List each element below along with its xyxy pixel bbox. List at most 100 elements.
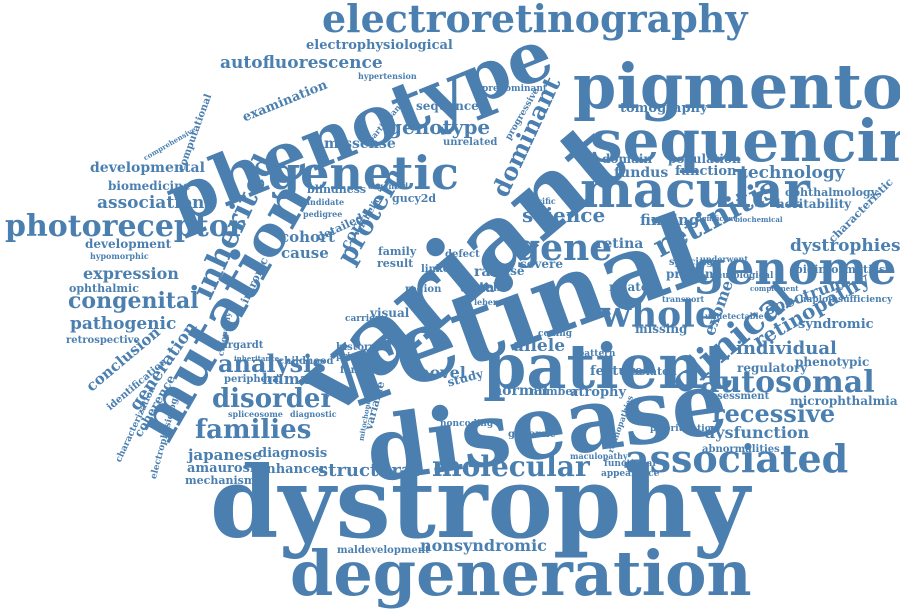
word-families: families bbox=[195, 415, 312, 445]
word-gene: gene bbox=[515, 227, 613, 269]
word-ophthalmic: ophthalmic bbox=[69, 282, 139, 295]
word-case: case bbox=[495, 264, 525, 278]
word-function: function bbox=[675, 164, 737, 179]
word-analysis: analysis bbox=[218, 349, 326, 378]
word-technology: technology bbox=[740, 163, 845, 183]
word-recessive: recessive bbox=[712, 399, 836, 428]
word-dystrophy: dystrophy bbox=[210, 446, 750, 561]
word-defect: defect bbox=[445, 249, 480, 260]
word-visual: visual bbox=[370, 306, 410, 320]
word-result: result bbox=[377, 257, 414, 270]
word-lebers: lebers bbox=[474, 297, 502, 307]
word-proband: proband bbox=[666, 267, 722, 281]
word-significant: significant bbox=[695, 214, 737, 223]
word-retrospective: retrospective bbox=[66, 335, 140, 346]
word-complement: complement bbox=[750, 284, 799, 293]
word-science: science bbox=[522, 203, 606, 227]
word-japanese: japanese bbox=[188, 446, 262, 464]
word-maculopathy: maculopathy bbox=[570, 451, 628, 461]
word-enhancer: enhancer bbox=[258, 462, 327, 477]
word-sequence: sequence bbox=[416, 99, 479, 113]
word-normal: normal bbox=[492, 383, 549, 399]
word-photoreceptor: photoreceptor bbox=[5, 209, 245, 244]
word-domain: domain bbox=[602, 152, 653, 166]
word-coding: coding bbox=[538, 329, 573, 339]
word-transport: transport bbox=[662, 294, 705, 304]
word-biomedicine: biomedicine bbox=[108, 179, 191, 193]
word-carrier: carrier bbox=[345, 314, 380, 324]
word-cause: cause bbox=[281, 244, 329, 262]
word-undetectable: undetectable bbox=[705, 311, 764, 321]
word-dystrophies: dystrophies bbox=[790, 236, 900, 256]
word-phenotypic: phenotypic bbox=[795, 355, 870, 369]
word-candidate: candidate bbox=[300, 197, 345, 207]
word-molecular: molecular bbox=[432, 450, 590, 483]
word-diagnosis: diagnosis bbox=[258, 446, 328, 461]
word-congenital: congenital bbox=[68, 288, 199, 314]
word-female: female bbox=[340, 365, 378, 376]
word-noncoding: noncoding bbox=[440, 419, 494, 429]
word-primary: primary bbox=[336, 352, 376, 362]
word-unrelated: unrelated bbox=[443, 137, 498, 148]
word-predominant: predominant bbox=[482, 84, 548, 94]
word-finding: finding bbox=[640, 211, 700, 229]
word-number: number bbox=[530, 385, 579, 398]
word-fundus: fundus bbox=[614, 165, 669, 181]
word-missense: missense bbox=[324, 136, 396, 152]
word-region: region bbox=[405, 284, 442, 295]
word-regulatory: regulatory bbox=[737, 361, 808, 375]
word-whole: whole bbox=[600, 294, 718, 336]
word-cohort: cohort bbox=[280, 228, 335, 246]
word-functional: functional bbox=[604, 459, 656, 469]
word-neurological: neurological bbox=[710, 271, 774, 281]
word-associated: associated bbox=[625, 436, 849, 481]
word-isolated: isolated bbox=[628, 365, 677, 378]
word-human: human bbox=[262, 370, 321, 388]
word-genetic: genetic bbox=[268, 146, 459, 200]
word-syndromic: syndromic bbox=[798, 317, 874, 332]
word-genotype: genotype bbox=[388, 115, 491, 139]
word-pathogenic: pathogenic bbox=[70, 314, 177, 334]
word-allele: allele bbox=[513, 336, 566, 356]
word-microphthalmia: microphthalmia bbox=[790, 394, 898, 408]
word-genome: genome bbox=[693, 241, 897, 295]
word-novel: novel bbox=[418, 363, 466, 382]
word-blindness: blindness bbox=[307, 183, 367, 196]
word-severe: severe bbox=[520, 257, 563, 271]
word-macular: macular bbox=[580, 160, 810, 219]
word-autofluorescence: autofluorescence bbox=[220, 53, 383, 73]
word-pigmentosa: pigmentosa bbox=[573, 50, 900, 123]
word-spliceosome: spliceosome bbox=[228, 409, 283, 419]
word-developmental: developmental bbox=[90, 160, 205, 176]
word-degeneration: degeneration bbox=[290, 537, 752, 610]
word-maldevelopment: maldevelopment bbox=[337, 545, 430, 556]
word-diagnostic: diagnostic bbox=[290, 409, 337, 419]
word-stargardt: stargardt bbox=[211, 340, 264, 351]
word-expression: expression bbox=[83, 264, 179, 283]
word-biochemical: biochemical bbox=[735, 215, 783, 224]
word-retina: retina bbox=[596, 236, 644, 252]
word-family: family bbox=[378, 245, 417, 258]
word-mechanism: mechanism bbox=[185, 474, 256, 487]
word-structural: structural bbox=[318, 460, 420, 481]
word-inheritance: inheritance bbox=[234, 354, 280, 363]
word-association: association bbox=[97, 193, 205, 213]
word-rare: rare bbox=[474, 264, 507, 280]
word-missing: missing bbox=[635, 322, 688, 336]
word-population: population bbox=[668, 152, 741, 166]
word-history: history bbox=[336, 342, 376, 353]
word-tomography: tomography bbox=[620, 101, 708, 116]
word-appearance: appearance bbox=[601, 469, 660, 479]
word-pattern: pattern bbox=[578, 349, 616, 359]
word-hypomorphic: hypomorphic bbox=[90, 251, 149, 261]
word-disorder: disorder bbox=[212, 384, 335, 414]
word-atrophy: atrophy bbox=[570, 385, 627, 400]
word-development: development bbox=[85, 237, 172, 251]
word-haploinsufficiency: haploinsufficiency bbox=[800, 295, 893, 305]
word-nonsyndromic: nonsyndromic bbox=[420, 536, 547, 555]
word-data: data bbox=[460, 280, 495, 296]
word-patient: patient bbox=[483, 330, 732, 403]
word-dysfunction: dysfunction bbox=[704, 423, 810, 442]
